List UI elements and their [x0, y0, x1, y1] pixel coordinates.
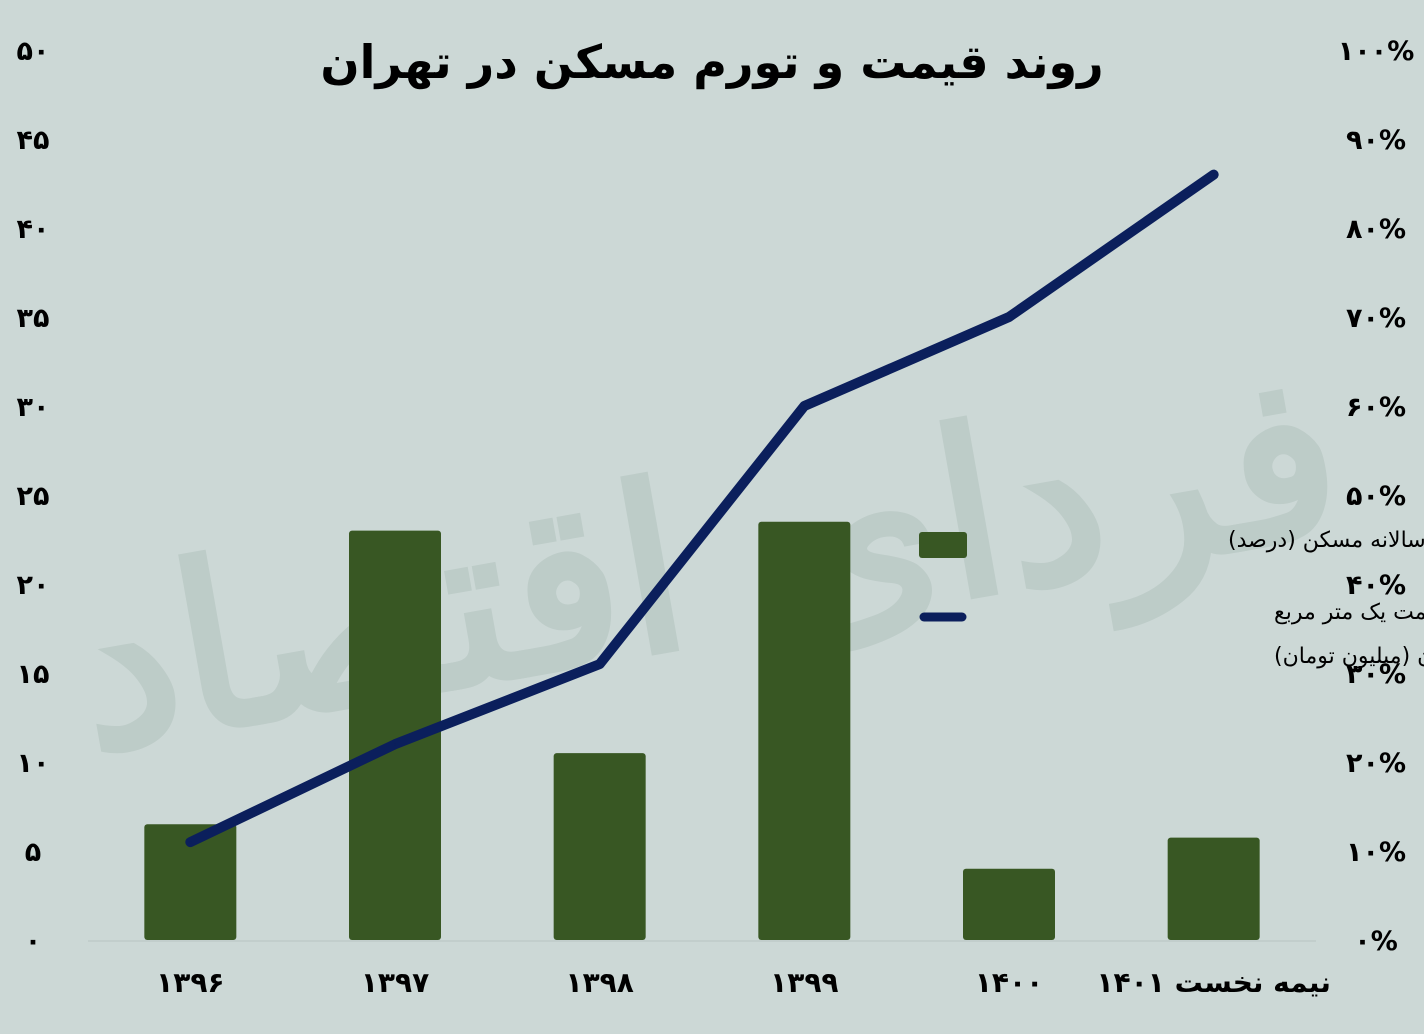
- bar-4: [963, 868, 1055, 940]
- bar-2: [553, 753, 646, 940]
- left-tick-label: ۴۵: [17, 125, 50, 156]
- legend-bar-swatch: [919, 532, 967, 558]
- right-tick-label: ۳۰%: [1346, 659, 1406, 690]
- right-tick-label: ۵۰%: [1346, 481, 1406, 512]
- left-tick-label: ۳۵: [17, 303, 50, 334]
- left-tick-label: ۳۰: [17, 392, 50, 423]
- right-tick-label: ۱۰۰%: [1338, 36, 1415, 67]
- bar-5: [1167, 837, 1260, 940]
- left-tick-label: ۵۰: [17, 36, 50, 67]
- right-tick-label: ۷۰%: [1346, 303, 1406, 334]
- plot-area: [144, 169, 1260, 940]
- category-label-4: ۱۴۰۰: [975, 966, 1043, 999]
- line-point-4: [1008, 316, 1010, 318]
- left-tick-label: ۱۵: [17, 659, 50, 690]
- bar-1: [349, 530, 441, 940]
- right-tick-label: ۹۰%: [1346, 125, 1406, 156]
- left-tick-label: ۰: [25, 926, 41, 957]
- line-point-0: [189, 841, 192, 844]
- legend: تورم سالانه مسکن (درصد) متوسط قیمت یک متر…: [919, 528, 1424, 669]
- bar-0: [144, 824, 237, 940]
- legend-bar-label: تورم سالانه مسکن (درصد): [1228, 528, 1424, 553]
- category-label-1: ۱۳۹۷: [361, 966, 429, 999]
- left-tick-label: ۱۰: [17, 748, 50, 779]
- right-tick-label: ۱۰%: [1346, 837, 1406, 868]
- watermark-text: فردای اقتصاد: [53, 317, 1360, 810]
- right-tick-label: ۲۰%: [1346, 748, 1406, 779]
- right-tick-label: ۴۰%: [1346, 570, 1406, 601]
- chart-title: روند قیمت و تورم مسکن در تهران: [320, 35, 1103, 89]
- left-tick-label: ۴۰: [17, 214, 50, 245]
- category-label-0: ۱۳۹۶: [156, 966, 224, 999]
- bar-3: [758, 521, 851, 940]
- right-tick-label: ۸۰%: [1346, 214, 1406, 245]
- right-tick-label: ۰%: [1354, 926, 1398, 957]
- right-tick-label: ۶۰%: [1346, 392, 1406, 423]
- category-label-5: نیمه نخست ۱۴۰۱: [1096, 966, 1330, 999]
- line-point-2: [598, 663, 601, 666]
- left-tick-label: ۲۵: [17, 481, 50, 512]
- category-label-3: ۱۳۹۹: [770, 966, 838, 999]
- legend-line-label-1: مسکن در تهران (میلیون تومان): [1274, 644, 1424, 669]
- line-point-3: [803, 405, 806, 407]
- line-point-1: [394, 743, 396, 746]
- axes: ۰ ۵ ۱۰ ۱۵ ۲۰ ۲۵ ۳۰ ۳۵ ۴۰ ۴۵ ۵۰ ۰% ۱۰% ۲۰% ۳۰% ۴۰% ۵۰% ۶۰%…: [17, 36, 1415, 999]
- line-point-5: [1212, 173, 1215, 176]
- line-series: [185, 169, 1219, 848]
- left-tick-label: ۲۰: [17, 570, 50, 601]
- watermark: فردای اقتصاد: [53, 317, 1360, 810]
- left-tick-label: ۵: [25, 837, 41, 868]
- category-label-2: ۱۳۹۸: [565, 966, 633, 999]
- legend-line-label-0: متوسط قیمت یک متر مربع: [1274, 600, 1424, 625]
